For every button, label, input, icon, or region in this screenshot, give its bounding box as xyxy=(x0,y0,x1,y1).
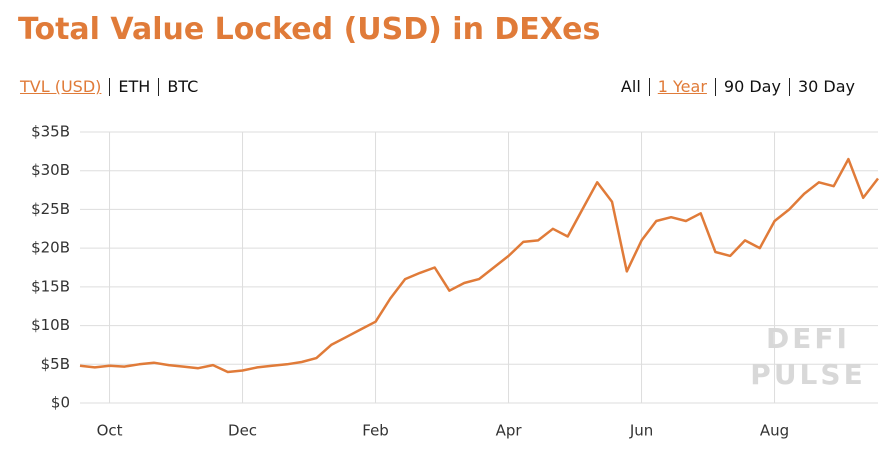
y-tick-label: $20B xyxy=(31,239,70,257)
tab[interactable]: All xyxy=(620,77,641,96)
x-tick-label: Apr xyxy=(496,422,523,440)
tvl-line xyxy=(79,157,879,374)
x-tick-label: Feb xyxy=(362,422,389,440)
tab[interactable]: BTC xyxy=(158,78,206,96)
tab[interactable]: 90 Day xyxy=(714,78,789,96)
y-tick-label: $35B xyxy=(31,123,70,141)
unit-tabs: TVL (USD) ETH BTC xyxy=(12,78,206,96)
y-tick-label: $5B xyxy=(41,355,70,373)
x-tick-label: Dec xyxy=(228,422,257,440)
x-tick-label: Aug xyxy=(760,422,789,440)
x-tick-label: Jun xyxy=(629,422,653,440)
y-tick-label: $10B xyxy=(31,316,70,334)
tab[interactable]: 30 Day xyxy=(788,78,863,96)
x-tick-label: Oct xyxy=(97,422,123,440)
y-tick-label: $25B xyxy=(31,200,70,218)
tab[interactable]: 1 Year xyxy=(648,78,715,96)
tab[interactable]: TVL (USD) xyxy=(20,77,102,96)
chart-title: Total Value Locked (USD) in DEXes xyxy=(18,12,601,47)
tab[interactable]: ETH xyxy=(109,78,158,96)
y-tick-label: $0 xyxy=(51,394,70,412)
chart: $0 $5B $10B $15B $20B $25B $30B $35B Oct Dec Feb Ap… xyxy=(31,123,879,440)
y-tick-label: $15B xyxy=(31,277,70,295)
watermark: DEFI xyxy=(766,322,850,355)
watermark: PULSE xyxy=(750,358,865,391)
range-tabs: All 1 Year 90 Day 30 Day xyxy=(613,78,863,96)
y-tick-label: $30B xyxy=(31,161,70,179)
